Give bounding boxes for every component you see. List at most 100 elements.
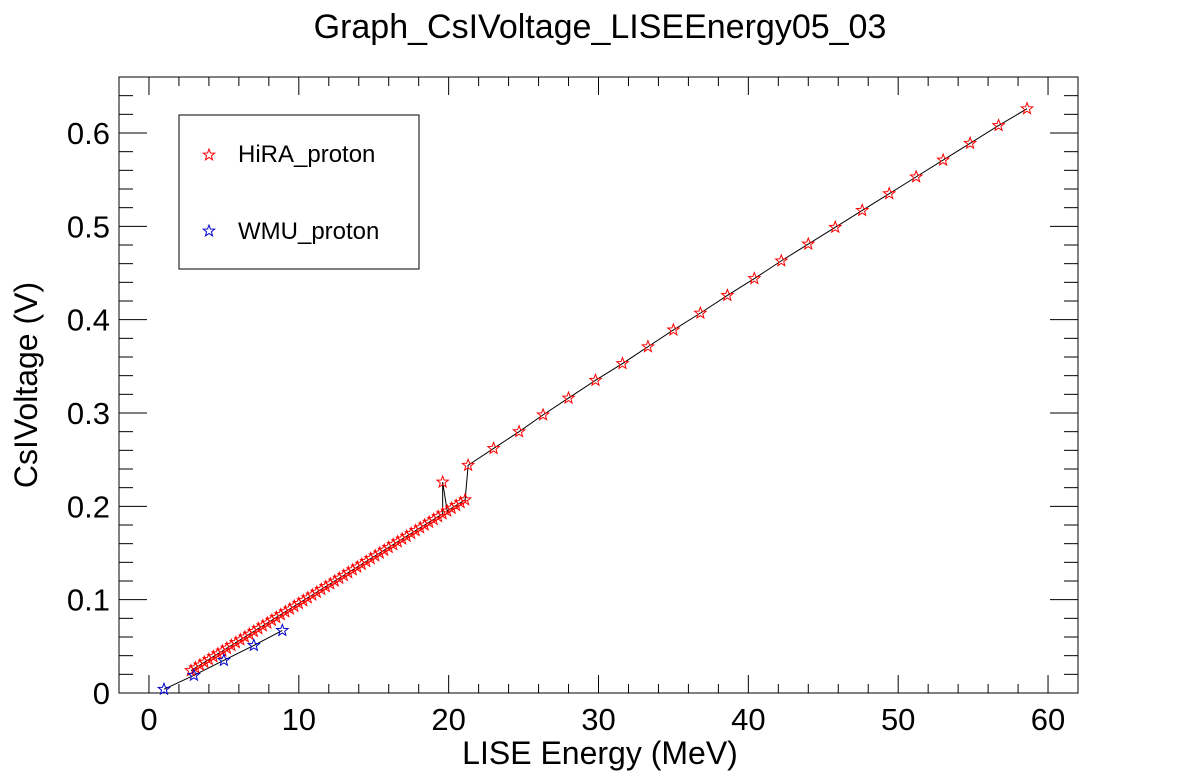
x-tick-label: 40 <box>731 702 765 737</box>
data-point-hira-proton <box>188 660 203 674</box>
data-point-hira-proton <box>327 573 342 588</box>
series-lines <box>163 108 1028 690</box>
legend-box <box>178 114 420 270</box>
data-point-hira-proton <box>264 612 279 627</box>
data-point-hira-proton <box>210 646 225 660</box>
data-point-hira-proton <box>296 593 311 607</box>
data-point-hira-proton <box>486 441 501 455</box>
data-point-hira-proton <box>417 517 432 532</box>
data-point-hira-proton <box>444 500 459 515</box>
data-point-hira-proton <box>693 305 708 320</box>
data-point-hira-proton <box>404 525 419 540</box>
data-point-hira-proton <box>408 523 423 537</box>
data-point-hira-proton <box>909 169 924 183</box>
data-point-hira-proton <box>237 629 252 644</box>
data-point-hira-proton <box>269 609 284 624</box>
legend-label-wmu: WMU_proton <box>238 218 379 245</box>
data-point-hira-proton <box>588 372 603 387</box>
data-point-hira-proton <box>882 186 897 200</box>
data-point-hira-proton <box>1019 101 1035 115</box>
data-point-wmu-proton <box>246 637 261 652</box>
data-point-hira-proton <box>774 253 789 267</box>
data-point-hira-proton <box>461 457 476 472</box>
x-axis-ticks <box>118 77 1079 693</box>
data-point-hira-proton <box>615 356 630 370</box>
data-point-hira-proton <box>395 531 410 546</box>
legend: HiRA_proton WMU_proton <box>178 114 420 270</box>
data-point-hira-proton <box>747 271 762 285</box>
data-point-hira-proton <box>192 657 207 672</box>
x-tick-label: 10 <box>282 702 316 737</box>
series-line-wmu-proton <box>163 630 283 690</box>
data-point-hira-proton <box>341 565 356 579</box>
data-point-hira-proton <box>855 203 870 217</box>
y-tick-label: 0.5 <box>67 209 110 244</box>
y-tick-label: 0.3 <box>67 396 110 431</box>
data-point-hira-proton <box>449 497 464 512</box>
data-point-hira-proton <box>386 537 401 551</box>
chart-title: Graph_CsIVoltage_LISEEnergy05_03 <box>314 8 887 46</box>
y-axis-tick-labels: 0 0.1 0.2 0.3 0.4 0.5 0.6 <box>67 116 110 711</box>
data-point-hira-proton <box>219 640 234 655</box>
data-point-hira-proton <box>535 407 551 421</box>
data-point-hira-proton <box>936 152 951 167</box>
x-tick-label: 60 <box>1031 702 1065 737</box>
data-point-hira-proton <box>233 632 248 646</box>
data-point-hira-proton <box>354 556 369 571</box>
data-point-hira-proton <box>314 581 329 596</box>
data-point-hira-proton <box>282 601 297 616</box>
y-tick-label: 0.2 <box>67 489 110 524</box>
x-axis-title: LISE Energy (MeV) <box>462 735 738 771</box>
data-point-hira-proton <box>435 506 450 520</box>
data-point-hira-proton <box>350 559 365 574</box>
data-point-hira-proton <box>512 424 527 438</box>
legend-label-hira: HiRA_proton <box>238 141 375 168</box>
data-point-hira-proton <box>336 567 351 582</box>
data-point-hira-proton <box>242 626 257 641</box>
y-tick-label: 0.4 <box>67 303 110 338</box>
data-point-hira-proton <box>363 551 378 565</box>
data-point-hira-proton <box>215 643 230 658</box>
data-point-hira-proton <box>206 649 221 663</box>
data-point-wmu-proton <box>275 623 290 637</box>
data-point-hira-proton <box>720 287 735 302</box>
data-point-hira-proton <box>251 621 266 635</box>
y-axis-ticks <box>119 76 1078 694</box>
x-tick-label: 50 <box>881 702 915 737</box>
data-point-wmu-proton <box>156 681 172 696</box>
data-point-hira-proton <box>561 390 576 405</box>
data-point-hira-proton <box>399 528 414 543</box>
data-point-hira-proton <box>381 539 396 554</box>
data-point-hira-proton <box>422 514 437 529</box>
data-point-hira-proton <box>963 135 978 150</box>
data-point-hira-proton <box>332 570 347 585</box>
data-point-hira-proton <box>991 118 1006 132</box>
x-axis-tick-labels: 0 10 20 30 40 50 60 <box>140 702 1065 737</box>
y-tick-label: 0.1 <box>67 583 110 618</box>
legend-marker-wmu <box>201 223 217 238</box>
data-point-hira-proton <box>345 562 360 576</box>
data-point-hira-proton <box>359 553 374 568</box>
y-tick-label: 0 <box>93 676 110 711</box>
data-point-hira-proton <box>640 339 656 353</box>
legend-markers <box>201 147 217 238</box>
data-point-hira-proton <box>318 579 333 593</box>
data-point-hira-proton <box>372 545 387 560</box>
series-line-hira-proton <box>190 108 1028 672</box>
data-point-hira-proton <box>801 236 816 251</box>
data-point-hira-proton <box>377 542 392 557</box>
series-markers <box>156 101 1035 696</box>
data-point-hira-proton <box>426 511 441 526</box>
data-point-hira-proton <box>390 534 405 548</box>
data-point-hira-proton <box>278 604 293 618</box>
data-point-hira-proton <box>368 548 383 562</box>
data-point-hira-proton <box>431 509 446 523</box>
data-point-hira-proton <box>458 492 473 506</box>
data-point-hira-proton <box>228 635 243 649</box>
legend-marker-hira <box>201 147 217 162</box>
data-point-hira-proton <box>201 651 216 666</box>
x-tick-label: 20 <box>431 702 465 737</box>
data-point-hira-proton <box>287 598 302 613</box>
data-point-hira-proton <box>273 607 288 621</box>
